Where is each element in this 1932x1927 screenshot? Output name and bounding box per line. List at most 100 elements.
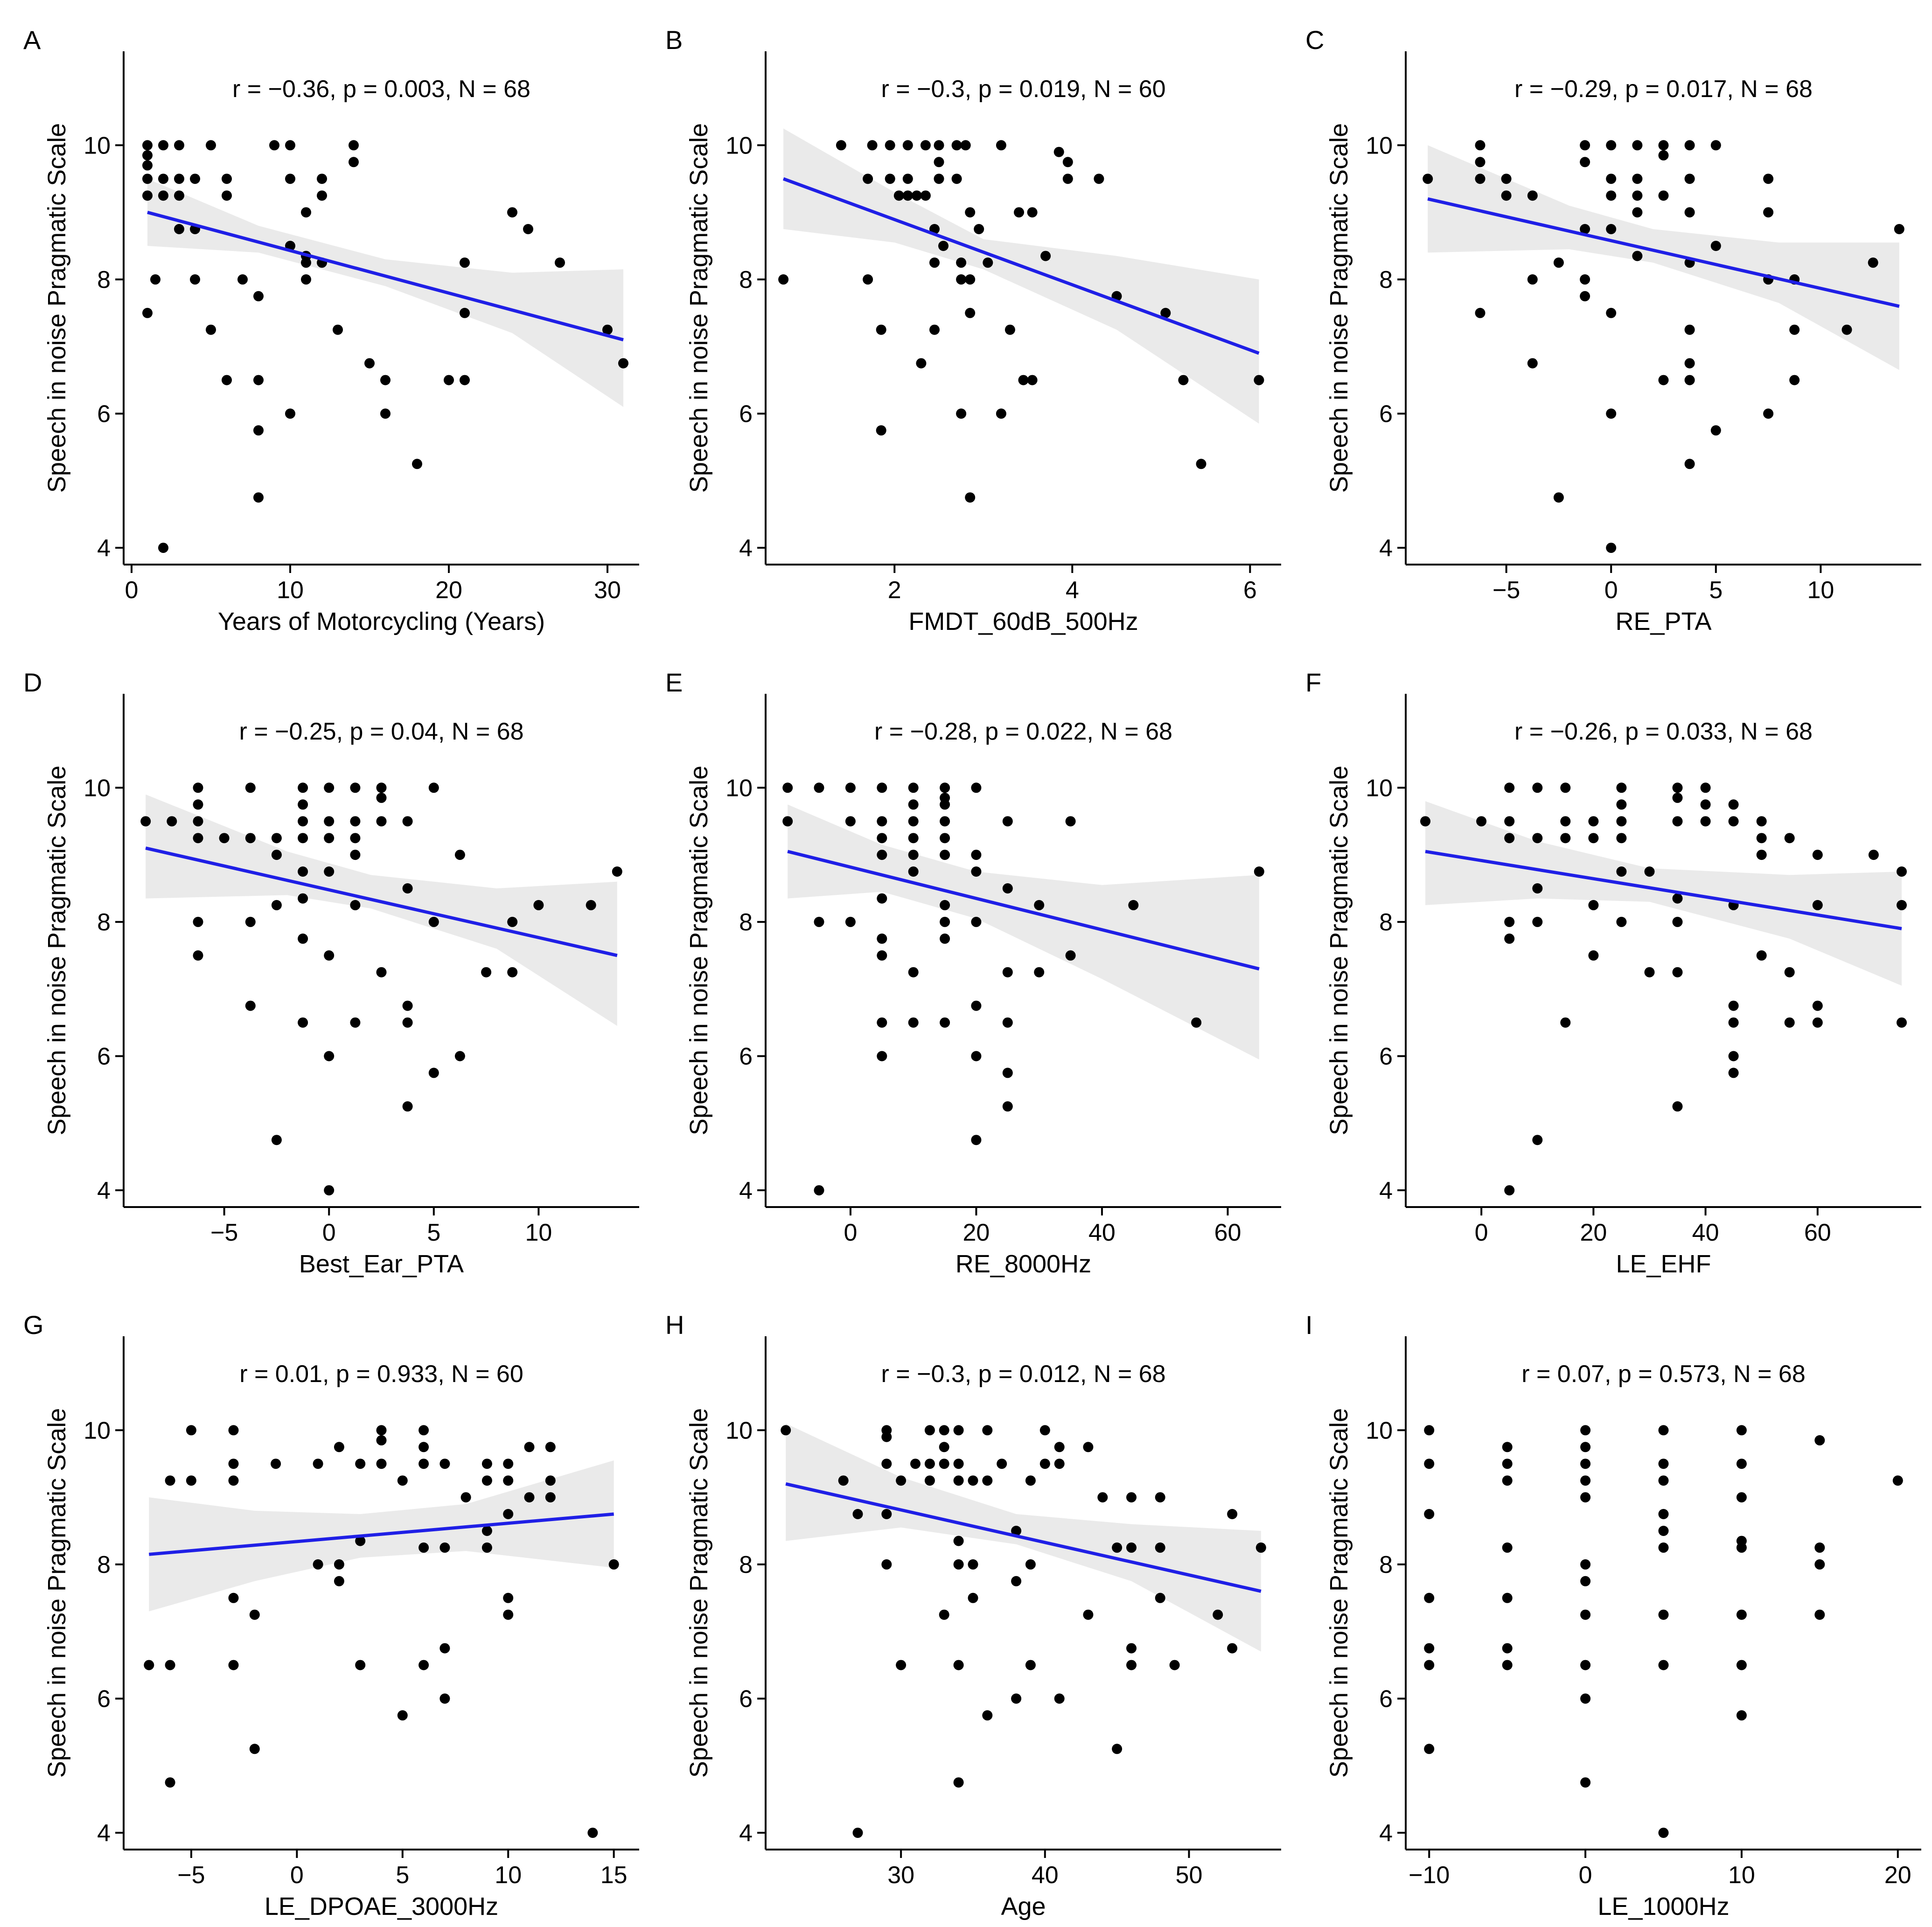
data-point xyxy=(940,900,950,910)
data-point xyxy=(940,816,950,827)
data-point xyxy=(376,816,387,827)
data-point xyxy=(439,1693,450,1704)
data-point xyxy=(1616,782,1627,793)
data-point xyxy=(1580,1459,1591,1469)
data-point xyxy=(1504,1185,1515,1196)
data-point xyxy=(940,1017,950,1028)
data-point xyxy=(507,916,518,927)
data-point xyxy=(960,140,971,151)
x-tick-label: 10 xyxy=(277,577,304,604)
data-point xyxy=(940,833,950,844)
data-point xyxy=(1606,307,1617,318)
data-point xyxy=(1527,190,1538,201)
data-point xyxy=(953,1559,964,1570)
data-point xyxy=(877,1051,887,1061)
data-point xyxy=(1053,147,1064,157)
data-point xyxy=(1126,1542,1137,1553)
data-point xyxy=(1736,1425,1747,1436)
data-point xyxy=(1784,1017,1795,1028)
data-point xyxy=(885,140,895,151)
x-tick-label: 40 xyxy=(1088,1219,1116,1246)
y-tick-label: 8 xyxy=(97,266,111,293)
data-point xyxy=(1580,157,1590,168)
data-point xyxy=(1789,375,1800,385)
data-point xyxy=(1501,174,1512,184)
data-point xyxy=(602,324,613,335)
regression-line xyxy=(147,210,624,342)
data-point xyxy=(1532,1135,1543,1145)
data-point xyxy=(876,324,886,335)
data-point xyxy=(877,1017,887,1028)
data-point xyxy=(376,1435,387,1445)
data-point xyxy=(814,916,824,927)
data-point xyxy=(1502,1542,1513,1553)
data-point xyxy=(481,1526,492,1536)
data-point xyxy=(1580,274,1590,285)
data-point xyxy=(1424,1744,1435,1754)
y-tick-label: 6 xyxy=(1379,1043,1393,1070)
confidence-band xyxy=(788,804,1259,1060)
data-point xyxy=(271,1459,281,1469)
data-point xyxy=(1580,1475,1591,1486)
data-point xyxy=(418,1542,429,1553)
data-point xyxy=(324,816,335,827)
data-point xyxy=(974,224,984,234)
data-point xyxy=(1504,916,1515,927)
data-point xyxy=(1424,1660,1435,1670)
data-point xyxy=(1532,833,1543,844)
data-point xyxy=(1027,375,1038,385)
data-point xyxy=(877,950,887,961)
data-point xyxy=(402,1101,413,1112)
data-point xyxy=(439,1643,450,1654)
data-point xyxy=(1504,833,1515,844)
data-point xyxy=(881,1431,892,1442)
data-point xyxy=(939,1609,949,1620)
data-point xyxy=(1814,1609,1825,1620)
data-point xyxy=(938,241,949,251)
y-tick-label: 6 xyxy=(1379,400,1393,427)
data-point xyxy=(1504,933,1515,944)
y-tick-label: 10 xyxy=(1366,775,1393,802)
data-point xyxy=(1658,1828,1669,1838)
data-point xyxy=(190,274,200,285)
data-point xyxy=(916,358,927,369)
data-point xyxy=(271,833,282,844)
data-point xyxy=(174,140,184,151)
data-point xyxy=(142,150,153,161)
x-axis-title: RE_PTA xyxy=(1615,607,1711,635)
data-point xyxy=(1054,1442,1065,1452)
data-point xyxy=(940,782,950,793)
data-point xyxy=(1553,257,1564,268)
data-point xyxy=(965,492,976,503)
x-tick-label: −5 xyxy=(210,1219,238,1246)
data-point xyxy=(1532,883,1543,894)
panel-a: A 0 10 20 30 4 6 8 10 Years of Motorcycling (Year… xyxy=(23,25,639,635)
y-tick-label: 6 xyxy=(739,1685,753,1712)
data-point xyxy=(317,174,327,184)
data-point xyxy=(908,833,919,844)
data-point xyxy=(1812,1017,1823,1028)
x-tick-label: 10 xyxy=(1728,1862,1755,1889)
data-point xyxy=(934,140,944,151)
data-point xyxy=(1728,816,1739,827)
data-point xyxy=(908,782,919,793)
data-point xyxy=(838,1475,849,1486)
x-tick-label: 60 xyxy=(1804,1219,1831,1246)
data-point xyxy=(350,782,361,793)
data-point xyxy=(253,291,264,301)
data-point xyxy=(881,1559,892,1570)
data-point xyxy=(193,833,203,844)
x-tick-label: 5 xyxy=(396,1862,409,1889)
data-point xyxy=(376,792,387,803)
data-point xyxy=(1004,324,1015,335)
y-tick-label: 4 xyxy=(739,1820,753,1847)
data-point xyxy=(908,967,919,977)
x-tick-label: 4 xyxy=(1066,577,1079,604)
data-point xyxy=(1062,157,1073,168)
data-point xyxy=(298,866,308,877)
data-point xyxy=(896,1475,907,1486)
x-tick-label: 30 xyxy=(594,577,621,604)
data-point xyxy=(523,224,533,234)
data-point xyxy=(349,140,359,151)
data-point xyxy=(1025,1475,1036,1486)
